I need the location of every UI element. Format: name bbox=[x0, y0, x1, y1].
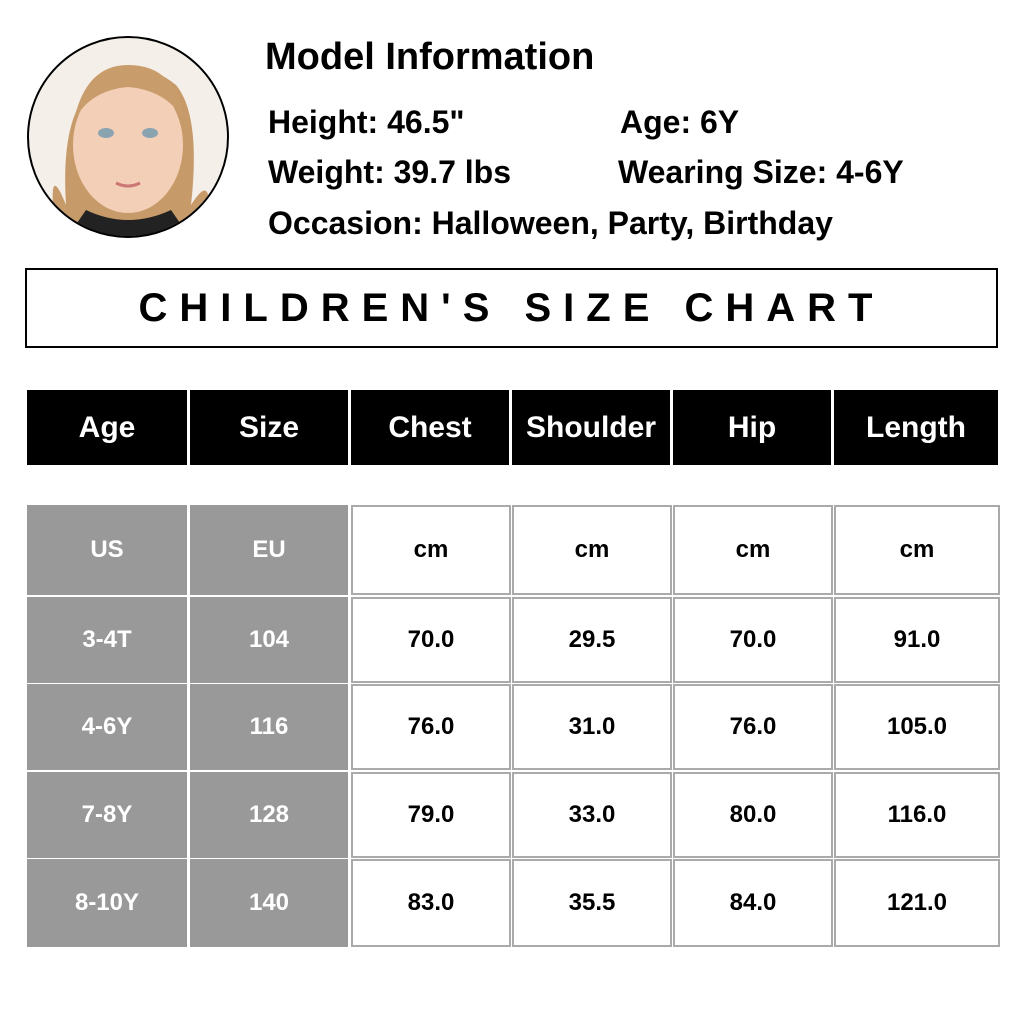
model-height: Height: 46.5" bbox=[268, 104, 465, 140]
unit-cell: cm bbox=[512, 505, 672, 595]
data-cell: 128 bbox=[190, 772, 348, 858]
header-cell: Length bbox=[834, 390, 998, 465]
unit-cell: cm bbox=[351, 505, 511, 595]
data-cell: 76.0 bbox=[351, 684, 511, 770]
data-cell: 31.0 bbox=[512, 684, 672, 770]
data-cell: 80.0 bbox=[673, 772, 833, 858]
data-cell: 116.0 bbox=[834, 772, 1000, 858]
header-cell: Chest bbox=[351, 390, 509, 465]
header-cell: Hip bbox=[673, 390, 831, 465]
header-cell: Shoulder bbox=[512, 390, 670, 465]
data-cell: 3-4T bbox=[27, 597, 187, 683]
data-cell: 8-10Y bbox=[27, 859, 187, 947]
data-cell: 105.0 bbox=[834, 684, 1000, 770]
unit-cell: cm bbox=[673, 505, 833, 595]
model-title: Model Information bbox=[265, 36, 595, 78]
model-photo bbox=[27, 36, 229, 238]
header-cell: Age bbox=[27, 390, 187, 465]
data-cell: 84.0 bbox=[673, 859, 833, 947]
model-wearing-size: Wearing Size: 4-6Y bbox=[618, 154, 904, 190]
data-cell: 29.5 bbox=[512, 597, 672, 683]
unit-cell: US bbox=[27, 505, 187, 595]
data-cell: 79.0 bbox=[351, 772, 511, 858]
data-cell: 7-8Y bbox=[27, 772, 187, 858]
data-cell: 70.0 bbox=[351, 597, 511, 683]
model-age: Age: 6Y bbox=[620, 104, 740, 140]
data-cell: 121.0 bbox=[834, 859, 1000, 947]
model-weight: Weight: 39.7 lbs bbox=[268, 154, 512, 190]
data-cell: 91.0 bbox=[834, 597, 1000, 683]
unit-cell: EU bbox=[190, 505, 348, 595]
unit-cell: cm bbox=[834, 505, 1000, 595]
data-cell: 33.0 bbox=[512, 772, 672, 858]
data-cell: 35.5 bbox=[512, 859, 672, 947]
model-occasion: Occasion: Halloween, Party, Birthday bbox=[268, 205, 833, 241]
size-chart-banner: CHILDREN'S SIZE CHART bbox=[25, 268, 998, 348]
data-cell: 140 bbox=[190, 859, 348, 947]
data-cell: 116 bbox=[190, 684, 348, 770]
data-cell: 70.0 bbox=[673, 597, 833, 683]
data-cell: 76.0 bbox=[673, 684, 833, 770]
data-cell: 4-6Y bbox=[27, 684, 187, 770]
data-cell: 104 bbox=[190, 597, 348, 683]
header-cell: Size bbox=[190, 390, 348, 465]
data-cell: 83.0 bbox=[351, 859, 511, 947]
